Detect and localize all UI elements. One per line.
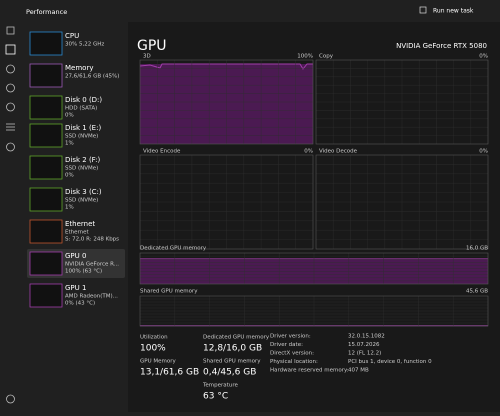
graph-label: Shared GPU memory [140,289,198,295]
item-detail: 0% [65,113,74,119]
detail-value: 15.07.2026 [348,342,380,348]
item-name[interactable]: Disk 2 (F:) [65,156,101,164]
detail-key: Driver version: [270,334,311,340]
item-detail: S: 72,0 R: 248 Kbps [65,237,119,243]
item-detail: 30% 5,22 GHz [65,42,104,48]
item-detail: Ethernet [65,230,90,236]
item-detail: 1% [65,205,74,211]
thumbnail[interactable] [30,188,62,211]
item-name[interactable]: Disk 3 (C:) [65,188,102,196]
stat-value: 0,4/45,6 GB [203,368,256,378]
item-detail: 1% [65,141,74,147]
thumbnail[interactable] [30,64,62,87]
detail-value: 12 (FL 12.2) [348,351,381,357]
stat-label: GPU Memory [140,359,176,365]
item-detail: 0% [65,173,74,179]
item-detail: SSD (NVMe) [65,134,98,140]
detail-value: 32.0.15.1082 [348,334,385,340]
thumbnail[interactable] [30,156,62,179]
stat-value: 100% [140,344,166,354]
item-name[interactable]: Memory [65,64,93,72]
graph-max: 0% [479,54,488,60]
thumbnail[interactable] [30,124,62,147]
item-name[interactable]: Disk 0 (D:) [65,96,102,104]
graph-label: Video Decode [319,149,358,155]
stat-value: 13,1/61,6 GB [140,368,199,378]
thumbnail[interactable] [30,220,62,243]
stat-label: Utilization [140,335,168,341]
item-detail: 27,6/61,6 GB (45%) [65,74,119,80]
run-new-task[interactable]: Run new task [433,8,474,15]
graph-label: Dedicated GPU memory [140,246,207,252]
graph-label: Video Encode [143,149,181,155]
stat-value: 12,8/16,0 GB [203,344,262,354]
detail-key: Hardware reserved memory: [270,368,349,374]
item-detail: AMD Radeon(TM)... [65,294,118,300]
item-detail: 0% (43 °C) [65,301,95,307]
graph-max: 45,6 GB [466,289,488,295]
graph-label: 3D [143,54,151,60]
thumbnail[interactable] [30,252,62,275]
stat-label: Shared GPU memory [203,359,261,365]
item-name[interactable]: CPU [65,32,79,40]
graph-max: 0% [304,149,313,155]
detail-key: DirectX version: [270,351,314,357]
item-detail: SSD (NVMe) [65,198,98,204]
app-title: Performance [26,8,67,16]
stat-value: 63 °C [203,392,228,402]
thumbnail[interactable] [30,96,62,119]
item-detail: 100% (63 °C) [65,269,102,275]
stat-label: Temperature [202,383,238,389]
graph-max: 16,0 GB [466,246,488,252]
gpu-device: NVIDIA GeForce RTX 5080 [396,42,487,50]
item-detail: NVIDIA GeForce R... [65,262,119,268]
graph-max: 100% [297,54,313,60]
detail-key: Driver date: [270,342,303,348]
item-name[interactable]: GPU 1 [65,284,86,292]
detail-key: Physical location: [270,359,318,365]
item-name[interactable]: Disk 1 (E:) [65,124,101,132]
graph-max: 0% [479,149,488,155]
item-name[interactable]: Ethernet [65,220,95,228]
detail-value: 407 MB [348,368,369,374]
thumbnail[interactable] [30,32,62,55]
thumbnail[interactable] [30,284,62,307]
gpu-title: GPU [137,38,167,54]
graph-label: Copy [319,54,334,60]
item-detail: SSD (NVMe) [65,166,98,172]
stat-label: Dedicated GPU memory [203,335,270,341]
item-detail: HDD (SATA) [65,106,97,112]
detail-value: PCI bus 1, device 0, function 0 [348,359,432,365]
item-name[interactable]: GPU 0 [65,252,86,260]
